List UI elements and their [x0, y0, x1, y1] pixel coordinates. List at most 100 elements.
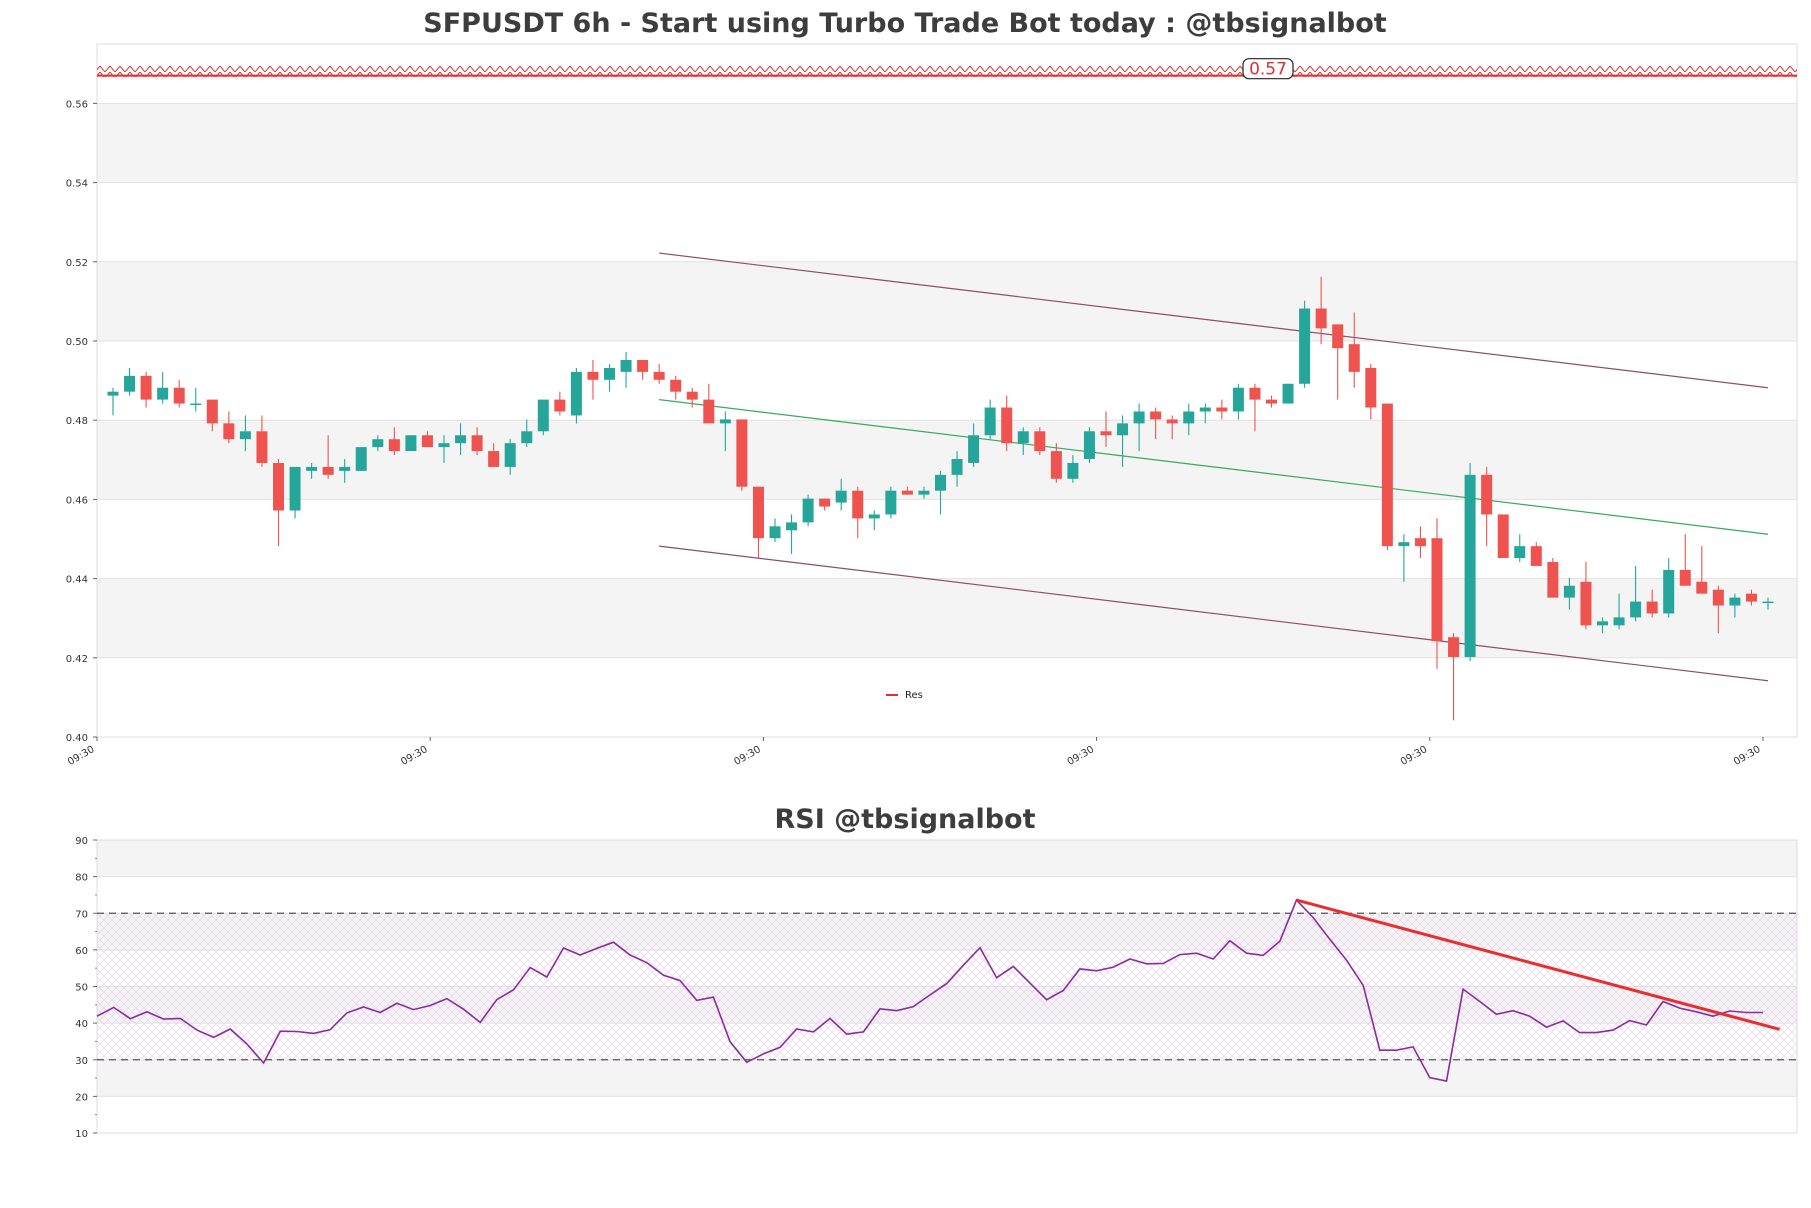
rsi-y-tick-label: 40 — [75, 1019, 88, 1030]
candle-body — [1514, 546, 1526, 559]
candle — [1630, 565, 1642, 622]
candle-body — [388, 439, 400, 452]
candle — [918, 486, 930, 499]
candle — [984, 399, 996, 440]
x-tick-label: 09:30 — [1066, 744, 1096, 768]
candle — [901, 486, 913, 495]
candle-body — [835, 490, 847, 503]
candle — [256, 415, 268, 467]
candle-body — [239, 431, 251, 440]
candle-body — [1083, 431, 1095, 460]
candle-body — [570, 371, 582, 416]
candle-body — [1282, 383, 1294, 404]
candle-body — [455, 435, 467, 444]
candle — [1745, 589, 1757, 606]
candle-body — [1663, 569, 1675, 614]
price-plot-frame — [96, 43, 1798, 738]
candle — [570, 367, 582, 424]
y-tick-label: 0.42 — [66, 654, 88, 665]
candle — [885, 486, 897, 519]
candle-body — [1232, 387, 1244, 412]
x-tick-label: 09:30 — [399, 744, 429, 768]
candle-body — [637, 360, 649, 372]
candle-body — [885, 490, 897, 515]
candle-body — [1563, 585, 1575, 598]
rsi-y-tick-label: 70 — [75, 909, 88, 920]
candlestick-series — [107, 276, 1774, 721]
rsi-chart-panel: 10 20 30 40 50 60 70 80 90 — [75, 836, 1798, 1140]
candle-body — [1547, 561, 1559, 598]
grid-band — [97, 182, 1797, 262]
candle — [1712, 585, 1724, 634]
candle-body — [256, 431, 268, 463]
candle-body — [901, 490, 913, 495]
candle — [968, 423, 980, 467]
candle-body — [405, 435, 417, 452]
candle-body — [1646, 601, 1658, 614]
candle-body — [1133, 411, 1145, 424]
candle — [1580, 561, 1592, 630]
candle-body — [438, 443, 450, 448]
candle — [173, 379, 185, 408]
candle — [1398, 534, 1410, 582]
candle — [1530, 542, 1542, 566]
candle — [1050, 443, 1062, 483]
candle — [140, 371, 152, 408]
y-tick-label: 0.44 — [66, 575, 88, 586]
candle-body — [918, 490, 930, 495]
candle — [1117, 415, 1129, 467]
candle — [1332, 324, 1344, 400]
candle — [1183, 403, 1195, 436]
candle-body — [1150, 411, 1162, 420]
candle — [1563, 577, 1575, 610]
candle — [372, 435, 384, 452]
candle-body — [686, 391, 698, 400]
candle-body — [339, 466, 351, 471]
candle — [1216, 399, 1228, 420]
candle — [438, 435, 450, 463]
candle — [620, 352, 632, 388]
candle-body — [107, 391, 119, 396]
candle-body — [1199, 407, 1211, 412]
candle — [1663, 558, 1675, 618]
candle — [819, 498, 831, 511]
candle — [1597, 617, 1608, 634]
y-tick-label: 0.56 — [66, 99, 88, 110]
candle-body — [1299, 308, 1311, 384]
candle-body — [554, 399, 566, 412]
candle-body — [206, 399, 218, 424]
candle-body — [322, 466, 334, 475]
candle — [537, 399, 549, 436]
candle — [1150, 407, 1162, 440]
grid-band — [97, 657, 1797, 737]
main-chart-title: SFPUSDT 6h - Start using Turbo Trade Bot… — [423, 8, 1387, 39]
x-tick-label: 09:30 — [66, 744, 96, 768]
candle — [455, 423, 467, 456]
candle-body — [223, 423, 235, 440]
candle — [1017, 427, 1029, 456]
candle — [1199, 403, 1211, 424]
candle — [107, 387, 119, 416]
candle — [1166, 415, 1178, 440]
x-tick-label: 09:30 — [732, 744, 762, 768]
channel-line-upper — [659, 252, 1769, 389]
candle-body — [1431, 538, 1443, 642]
candle — [1299, 300, 1311, 388]
candle-body — [1381, 403, 1393, 547]
candle-body — [1017, 431, 1029, 444]
candle-body — [1414, 538, 1426, 547]
candle-body — [1100, 431, 1112, 436]
y-tick-label: 0.50 — [66, 337, 88, 348]
candle — [504, 439, 516, 475]
candle-body — [1530, 546, 1542, 566]
candle — [1613, 593, 1625, 630]
candle-body — [1315, 308, 1327, 329]
candle — [289, 466, 301, 519]
candle-body — [471, 435, 483, 452]
candle-body — [372, 439, 384, 448]
candle-body — [1448, 637, 1460, 658]
rsi-level-lines — [97, 912, 1797, 1061]
candle-body — [355, 447, 367, 471]
candle-body — [736, 419, 748, 487]
